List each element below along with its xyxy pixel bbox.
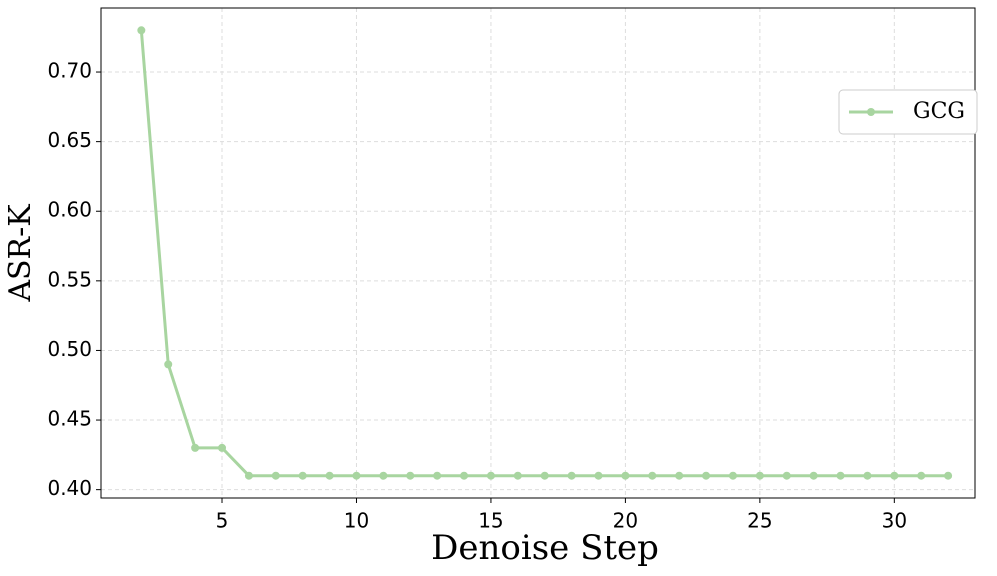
data-point	[379, 471, 388, 480]
data-point	[890, 471, 899, 480]
data-point	[621, 471, 630, 480]
data-point	[755, 471, 764, 480]
data-point	[486, 471, 495, 480]
x-tick-label: 5	[216, 509, 229, 533]
data-point	[728, 471, 737, 480]
data-point	[460, 471, 469, 480]
y-tick-label: 0.40	[47, 476, 92, 500]
series-line	[139, 30, 949, 478]
data-point	[137, 26, 146, 35]
x-tick-label: 10	[344, 509, 369, 533]
data-point	[782, 471, 791, 480]
data-point	[164, 360, 173, 369]
plot	[137, 26, 953, 480]
y-tick-label: 0.55	[47, 267, 92, 291]
data-point	[218, 443, 227, 452]
data-point	[540, 471, 549, 480]
x-tick-label: 20	[613, 509, 638, 533]
data-point	[298, 471, 307, 480]
data-point	[513, 471, 522, 480]
y-tick-label: 0.50	[47, 337, 92, 361]
data-point	[325, 471, 334, 480]
data-point	[567, 471, 576, 480]
data-point	[406, 471, 415, 480]
data-point	[944, 471, 953, 480]
data-point	[352, 471, 361, 480]
data-point	[594, 471, 603, 480]
data-point	[191, 443, 200, 452]
data-point	[917, 471, 926, 480]
x-tick-label: 15	[478, 509, 503, 533]
data-point	[702, 471, 711, 480]
y-tick-label: 0.65	[47, 128, 92, 152]
y-tick-label: 0.70	[47, 59, 92, 83]
data-point	[433, 471, 442, 480]
legend-marker	[867, 108, 875, 116]
x-axis-label: Denoise Step	[431, 528, 659, 568]
data-point	[271, 471, 280, 480]
y-tick-label: 0.60	[47, 198, 92, 222]
x-tick-label: 25	[747, 509, 772, 533]
y-tick-label: 0.45	[47, 407, 92, 431]
axes-frame	[100, 7, 976, 499]
legend: GCG	[838, 89, 978, 135]
data-point	[244, 471, 253, 480]
data-point	[836, 471, 845, 480]
data-point	[863, 471, 872, 480]
x-tick-label: 30	[882, 509, 907, 533]
y-axis-label: ASR-K	[3, 204, 38, 303]
data-point	[648, 471, 657, 480]
legend-label: GCG	[913, 99, 965, 124]
data-point	[675, 471, 684, 480]
legend-box	[838, 89, 978, 135]
data-point	[809, 471, 818, 480]
grid	[101, 8, 975, 498]
